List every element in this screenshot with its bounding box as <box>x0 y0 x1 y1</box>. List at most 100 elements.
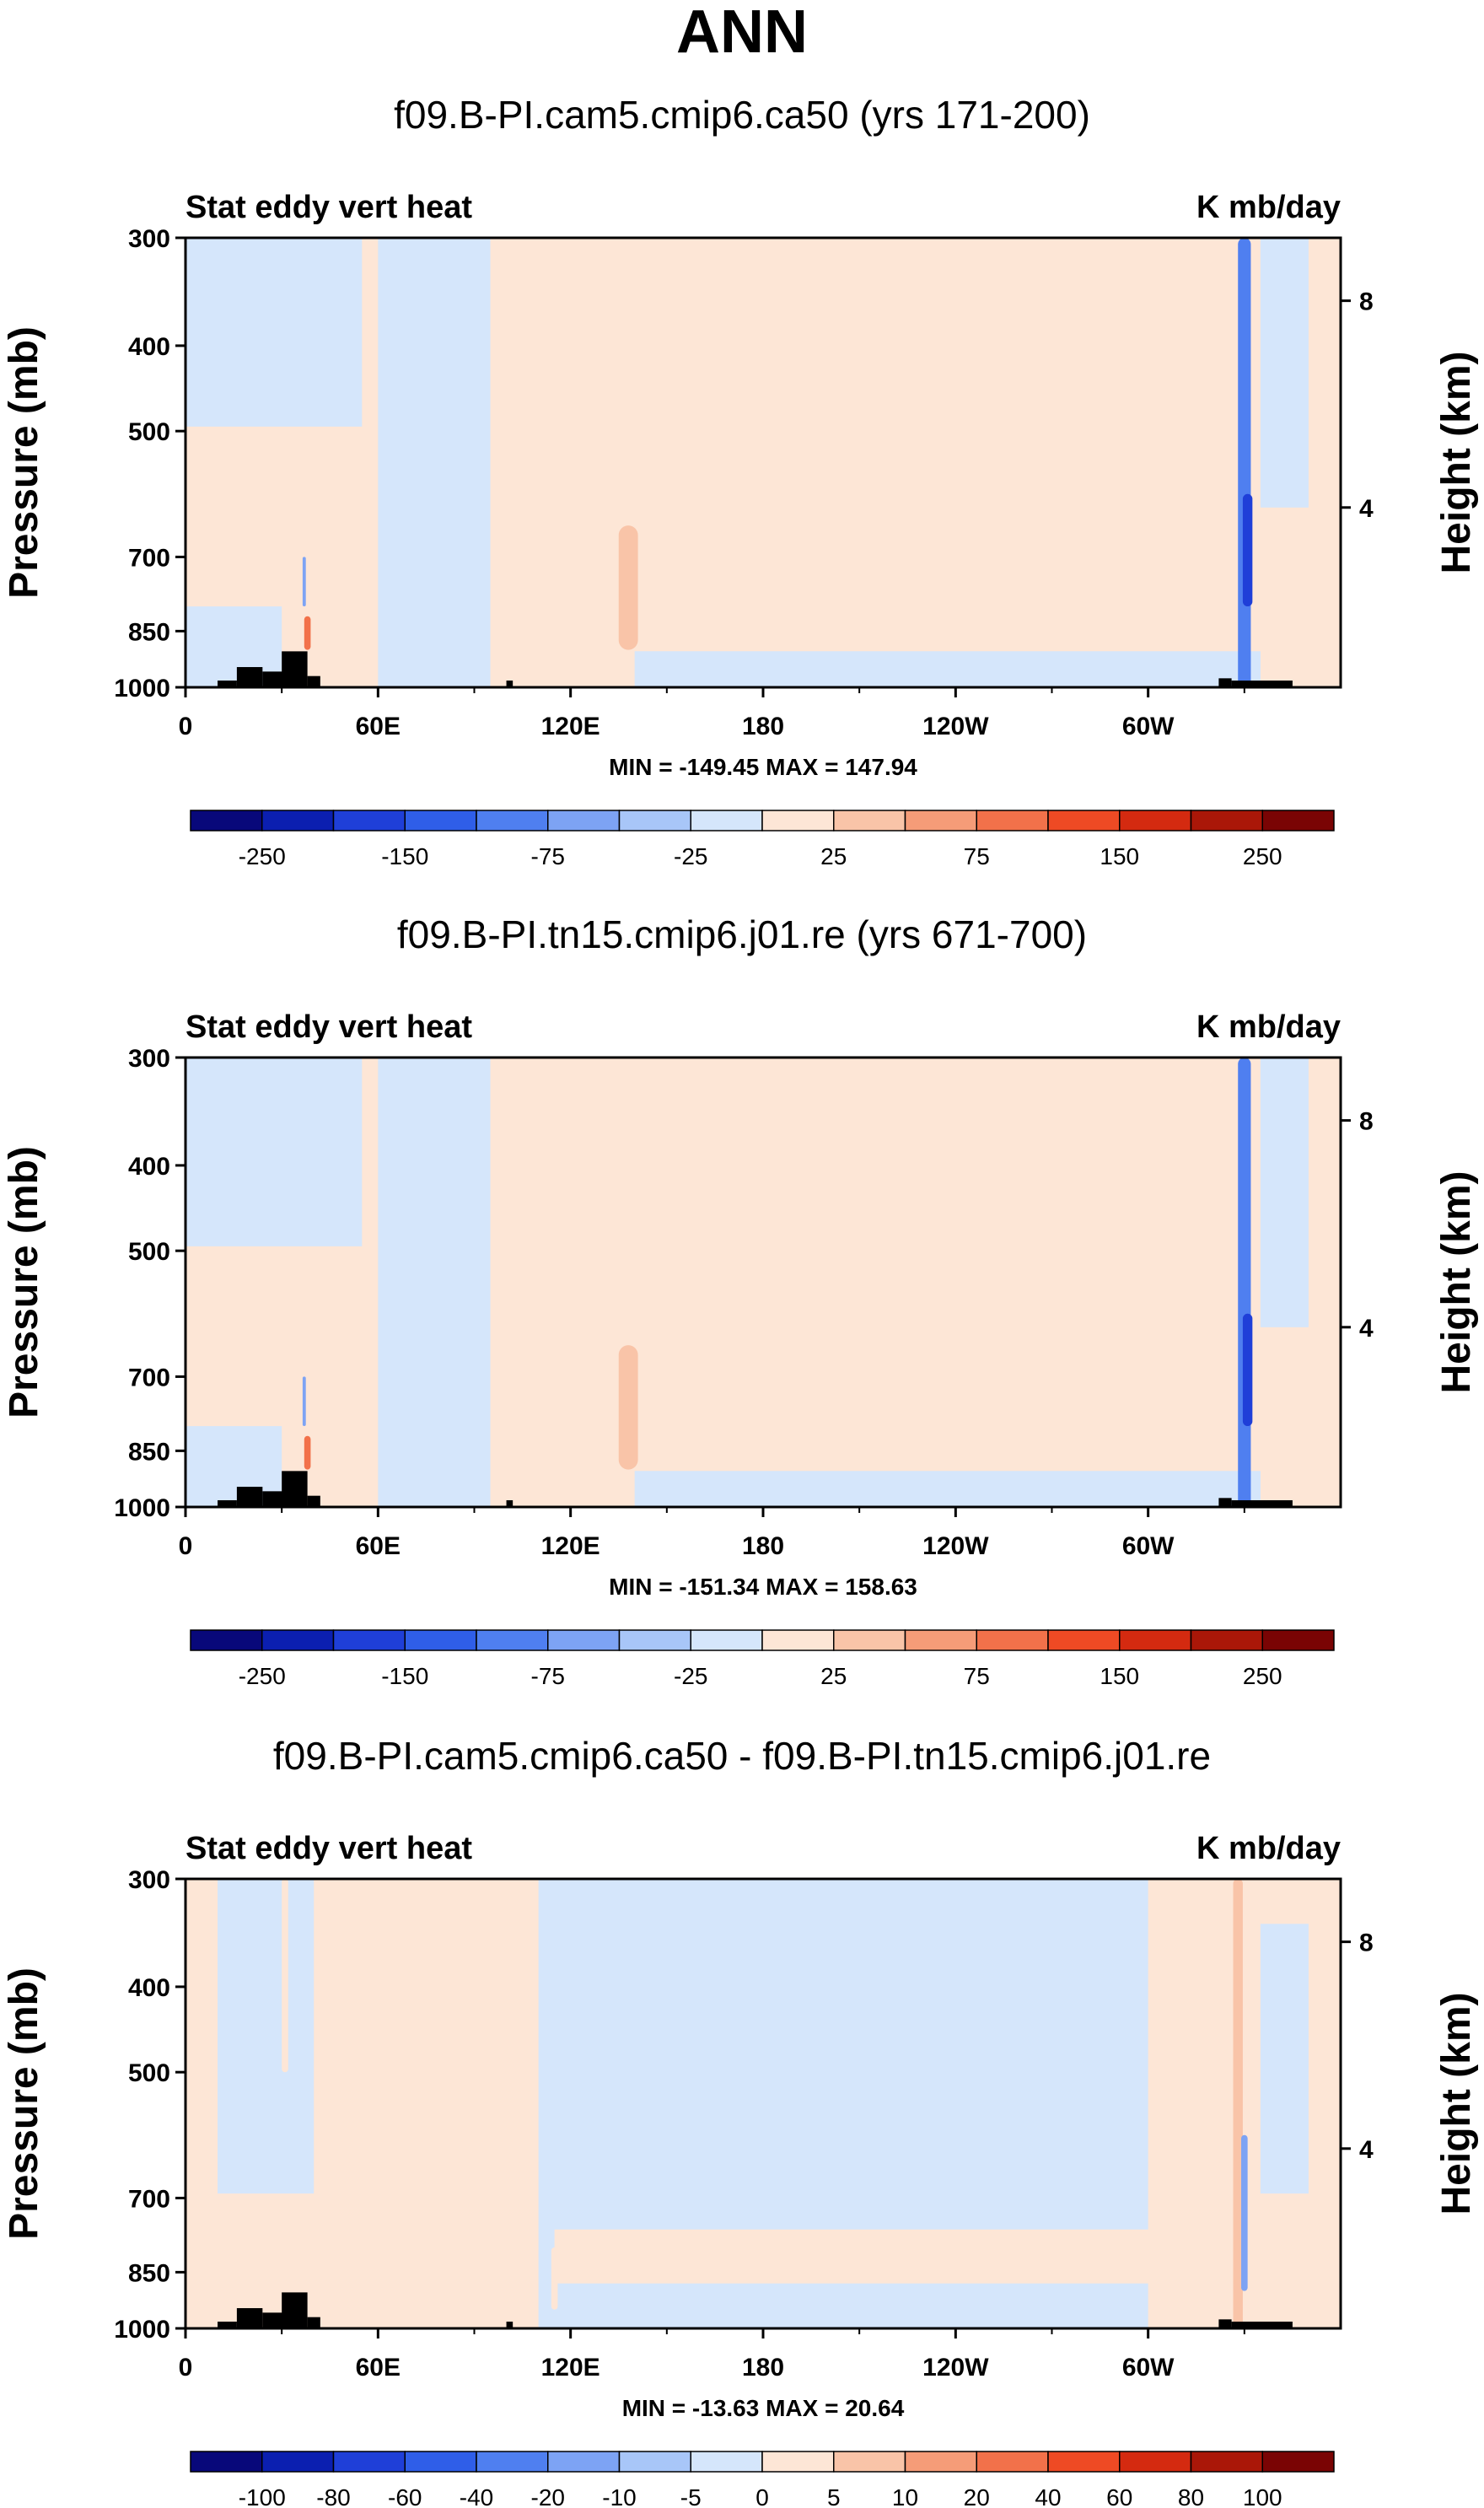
colorbar-label: -25 <box>674 1663 707 1689</box>
colorbar-swatch <box>690 810 763 832</box>
x-tick-label: 120W <box>922 713 989 740</box>
colorbar-swatch <box>1119 1629 1192 1651</box>
x-tick-label: 120E <box>541 2354 600 2382</box>
y-right-tick-label: 4 <box>1359 495 1374 523</box>
colorbar-swatch <box>190 2451 263 2473</box>
colorbar-label: -75 <box>531 843 565 869</box>
contour-feature <box>282 1879 288 2073</box>
colorbar-swatch <box>547 2451 621 2473</box>
minmax-label: MIN = -149.45 MAX = 147.94 <box>609 754 917 780</box>
contour-feature <box>304 1435 311 1470</box>
colorbar-label: -250 <box>239 843 286 869</box>
contour-feature <box>1238 1058 1251 1507</box>
y-tick-label: 850 <box>128 618 170 646</box>
colorbar-swatch <box>261 810 335 832</box>
x-tick-label: 180 <box>742 2354 784 2382</box>
x-tick-label: 60W <box>1122 2354 1175 2382</box>
contour-feature <box>1238 238 1251 687</box>
colorbar-swatch <box>547 1629 621 1651</box>
minmax-label: MIN = -151.34 MAX = 158.63 <box>609 1574 917 1600</box>
land-mask <box>282 1471 308 1507</box>
y-tick-label: 850 <box>128 2259 170 2287</box>
colorbar-swatch <box>618 1629 691 1651</box>
colorbar-label: 10 <box>892 2484 918 2508</box>
land-mask <box>218 1500 237 1507</box>
region-blue <box>1260 1058 1309 1327</box>
x-tick-label: 60E <box>356 713 401 740</box>
land-mask <box>218 2322 237 2328</box>
y-tick-label: 700 <box>128 544 170 572</box>
colorbar-swatch <box>190 1629 263 1651</box>
y-right-tick-label: 8 <box>1359 1929 1374 1957</box>
colorbar-swatch <box>1119 2451 1192 2473</box>
x-tick-label: 60W <box>1122 1532 1175 1560</box>
colorbar-label: 75 <box>964 843 990 869</box>
region-blue <box>378 238 491 687</box>
panel-2: f09.B-PI.tn15.cmip6.j01.re (yrs 671-700)… <box>2 912 1479 1689</box>
colorbar-label: 150 <box>1100 1663 1139 1689</box>
y-tick-label: 700 <box>128 2185 170 2213</box>
y-axis-label: Pressure (mb) <box>2 326 46 599</box>
y-tick-label: 500 <box>128 418 170 446</box>
colorbar-swatch <box>1047 1629 1121 1651</box>
colorbar-swatch <box>976 1629 1049 1651</box>
colorbar-swatch <box>618 2451 691 2473</box>
contour-feature <box>618 1345 638 1470</box>
x-tick-label: 0 <box>179 1532 193 1560</box>
colorbar-swatch <box>1047 810 1121 832</box>
y-right-tick-label: 4 <box>1359 2136 1374 2164</box>
land-mask <box>1231 2322 1293 2328</box>
colorbar-label: -75 <box>531 1663 565 1689</box>
colorbar-swatch <box>547 810 621 832</box>
y-tick-label: 300 <box>128 1045 170 1073</box>
land-mask <box>218 681 237 687</box>
panel-3: f09.B-PI.cam5.cmip6.ca50 - f09.B-PI.tn15… <box>2 1734 1479 2508</box>
colorbar-swatch <box>761 810 835 832</box>
y-right-axis-label: Height (km) <box>1434 1171 1479 1394</box>
colorbar-swatch <box>1261 1629 1335 1651</box>
panel-title: f09.B-PI.cam5.cmip6.ca50 - f09.B-PI.tn15… <box>273 1734 1211 1778</box>
land-mask <box>506 681 513 687</box>
land-mask <box>236 2308 263 2328</box>
colorbar-swatch <box>332 1629 406 1651</box>
colorbar-label: 250 <box>1243 1663 1282 1689</box>
y-tick-label: 400 <box>128 1153 170 1181</box>
colorbar-swatch <box>1119 810 1192 832</box>
region-blue <box>218 1879 315 2194</box>
colorbar-label: -10 <box>602 2484 636 2508</box>
region-red <box>554 2229 1164 2284</box>
colorbar-swatch <box>1190 810 1263 832</box>
left-label: Stat eddy vert heat <box>186 190 472 225</box>
right-label: K mb/day <box>1196 190 1341 225</box>
colorbar-label: -20 <box>531 2484 565 2508</box>
land-mask <box>1218 1498 1232 1507</box>
left-label: Stat eddy vert heat <box>186 1831 472 1866</box>
colorbar-swatch <box>404 810 477 832</box>
colorbar-swatch <box>1261 2451 1335 2473</box>
region-blue <box>186 1058 363 1246</box>
colorbar-swatch <box>404 2451 477 2473</box>
region-blue <box>1260 1924 1309 2194</box>
x-tick-label: 120E <box>541 713 600 740</box>
colorbar-swatch <box>761 1629 835 1651</box>
contour-feature <box>1241 2134 1248 2291</box>
right-label: K mb/day <box>1196 1009 1341 1045</box>
contour-feature <box>302 1376 306 1427</box>
colorbar-swatch <box>833 810 906 832</box>
y-tick-label: 1000 <box>114 1494 170 1522</box>
colorbar-label: -250 <box>239 1663 286 1689</box>
colorbar-swatch <box>833 1629 906 1651</box>
colorbar-label: 250 <box>1243 843 1282 869</box>
colorbar-swatch <box>190 810 263 832</box>
x-tick-label: 120W <box>922 2354 989 2382</box>
land-mask <box>307 2317 320 2328</box>
colorbar-swatch <box>761 2451 835 2473</box>
y-tick-label: 400 <box>128 1974 170 2002</box>
panel-title: f09.B-PI.tn15.cmip6.j01.re (yrs 671-700) <box>397 912 1087 956</box>
colorbar-label: 40 <box>1035 2484 1061 2508</box>
colorbar-swatch <box>1047 2451 1121 2473</box>
contour-feature <box>302 557 306 607</box>
region-blue <box>378 1058 491 1507</box>
